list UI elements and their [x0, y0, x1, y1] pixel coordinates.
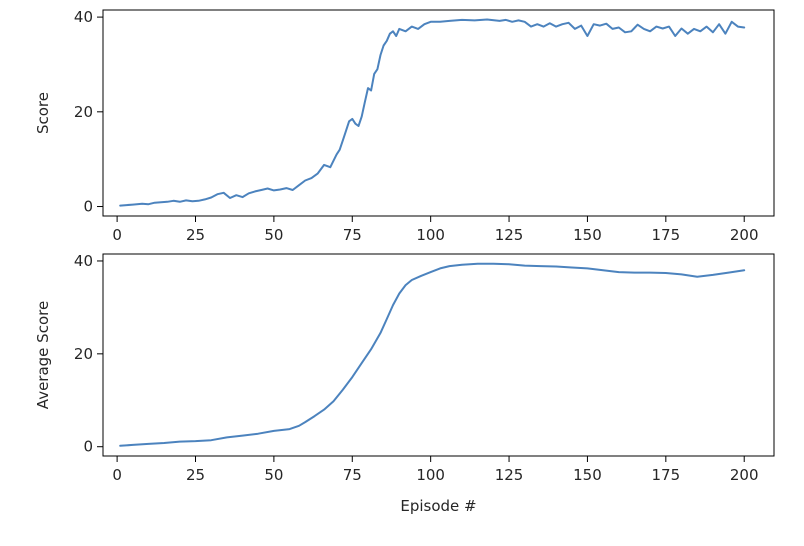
score-x-tick-label: 175 — [652, 226, 681, 244]
average-score-y-tick-label: 20 — [74, 345, 93, 363]
score-axes-frame — [102, 9, 775, 217]
average-score-x-axis-label: Episode # — [400, 497, 476, 515]
score-y-tick-label: 0 — [83, 198, 93, 216]
score-x-tick-label: 125 — [495, 226, 524, 244]
average-score-x-tick-label: 150 — [573, 466, 602, 484]
average-score-x-tick-label: 50 — [264, 466, 283, 484]
average-score-x-tick-label: 125 — [495, 466, 524, 484]
score-x-tick-label: 25 — [186, 226, 205, 244]
average-score-y-tick-label: 40 — [74, 252, 93, 270]
average-score-x-tick-label: 100 — [416, 466, 445, 484]
average-score-x-tick-label: 200 — [730, 466, 759, 484]
score-x-tick-label: 50 — [264, 226, 283, 244]
average-score-subplot: 0 25 50 75 100 125 150 175 200 0 20 40 Average Score… — [34, 252, 775, 515]
average-score-x-tick-label: 25 — [186, 466, 205, 484]
score-y-axis-label: Score — [34, 92, 52, 134]
average-score-x-tick-label: 0 — [112, 466, 122, 484]
average-score-y-tick-label: 0 — [83, 438, 93, 456]
score-y-tick-label: 20 — [74, 103, 93, 121]
score-subplot: 0 25 50 75 100 125 150 175 200 0 20 40 Score — [34, 8, 775, 244]
average-score-series-line — [119, 262, 746, 447]
score-x-tick-label: 150 — [573, 226, 602, 244]
average-score-axes-frame — [102, 253, 775, 457]
score-series-line — [119, 18, 746, 207]
average-score-x-tick-label: 75 — [343, 466, 362, 484]
score-x-tick-label: 200 — [730, 226, 759, 244]
score-x-tick-label: 75 — [343, 226, 362, 244]
average-score-y-axis-label: Average Score — [34, 301, 52, 409]
score-y-tick-label: 40 — [74, 8, 93, 26]
score-x-tick-label: 100 — [416, 226, 445, 244]
score-x-tick-label: 0 — [112, 226, 122, 244]
average-score-x-tick-label: 175 — [652, 466, 681, 484]
